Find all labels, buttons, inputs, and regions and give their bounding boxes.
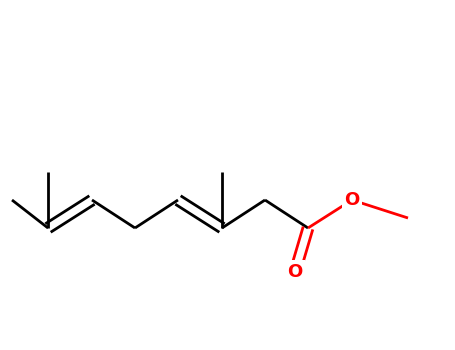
Text: O: O: [344, 191, 359, 209]
Text: O: O: [288, 263, 303, 281]
